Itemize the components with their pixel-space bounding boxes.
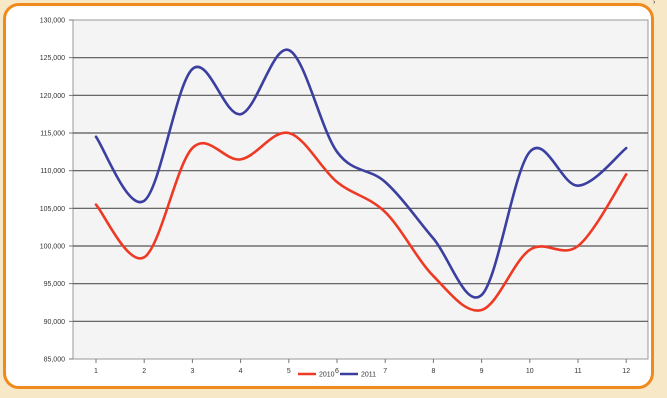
data-point-2010 xyxy=(95,203,97,206)
y-tick-label: 120,000 xyxy=(40,93,65,100)
data-point-2011 xyxy=(288,49,290,51)
data-point-2011 xyxy=(625,147,627,149)
data-point-2010 xyxy=(384,211,386,213)
plot-area xyxy=(72,19,649,360)
y-axis-ticks: 85,000 90,000 95,000 100,000 105,000 110,000 1… xyxy=(40,18,73,364)
data-point-2011 xyxy=(529,151,531,153)
series-line-2010 xyxy=(94,131,628,312)
data-point-2011 xyxy=(336,151,338,153)
x-tick-label: 11 xyxy=(574,368,581,375)
legend: 2010 2011 xyxy=(298,372,376,379)
x-tick-label: 9 xyxy=(480,368,484,375)
x-tick-label: 7 xyxy=(383,368,387,375)
y-tick-label: 95,000 xyxy=(44,281,66,288)
data-point-2010 xyxy=(288,132,290,134)
series-lines xyxy=(94,48,628,312)
data-point-2010 xyxy=(577,245,579,247)
data-point-2010 xyxy=(432,275,434,277)
data-point-2011 xyxy=(240,113,242,115)
data-point-2011 xyxy=(143,200,145,202)
y-tick-label: 115,000 xyxy=(40,131,65,138)
y-tick-label: 105,000 xyxy=(40,206,65,213)
x-tick-label: 8 xyxy=(431,368,435,375)
x-tick-label: 1 xyxy=(94,368,98,375)
data-point-2011 xyxy=(95,136,97,138)
legend-label-2010: 2010 xyxy=(319,372,335,379)
y-tick-label: 90,000 xyxy=(44,319,66,326)
data-point-2010 xyxy=(529,249,531,251)
y-tick-label: 125,000 xyxy=(40,55,65,62)
data-point-2011 xyxy=(191,68,193,70)
y-tick-label: 100,000 xyxy=(40,244,65,251)
data-point-2011 xyxy=(432,237,434,240)
x-tick-label: 10 xyxy=(526,368,534,375)
data-point-2010 xyxy=(336,181,338,183)
data-point-2011 xyxy=(384,181,386,183)
data-point-2010 xyxy=(143,256,145,258)
x-tick-label: 5 xyxy=(287,368,291,375)
x-tick-label: 6 xyxy=(335,368,339,375)
data-point-2011 xyxy=(481,294,483,296)
y-tick-label: 85,000 xyxy=(44,357,66,364)
legend-label-2011: 2011 xyxy=(361,372,376,379)
x-tick-label: 4 xyxy=(239,368,243,375)
chart-frame: 85,000 90,000 95,000 100,000 105,000 110,000 1… xyxy=(3,3,654,389)
x-axis-ticks: 1 2 3 4 5 6 7 8 9 10 11 12 xyxy=(94,359,630,375)
data-point-2010 xyxy=(625,173,627,176)
line-chart: 85,000 90,000 95,000 100,000 105,000 110,000 1… xyxy=(40,18,649,379)
data-point-2010 xyxy=(240,158,242,160)
x-tick-label: 12 xyxy=(622,368,630,375)
data-point-2011 xyxy=(577,185,579,187)
y-tick-label: 130,000 xyxy=(40,18,65,25)
x-tick-label: 2 xyxy=(142,368,146,375)
data-point-2010 xyxy=(481,309,483,311)
x-tick-label: 3 xyxy=(190,368,194,375)
data-point-2010 xyxy=(191,147,193,149)
y-tick-label: 110,000 xyxy=(40,168,65,175)
corner-mark: › xyxy=(653,0,656,6)
